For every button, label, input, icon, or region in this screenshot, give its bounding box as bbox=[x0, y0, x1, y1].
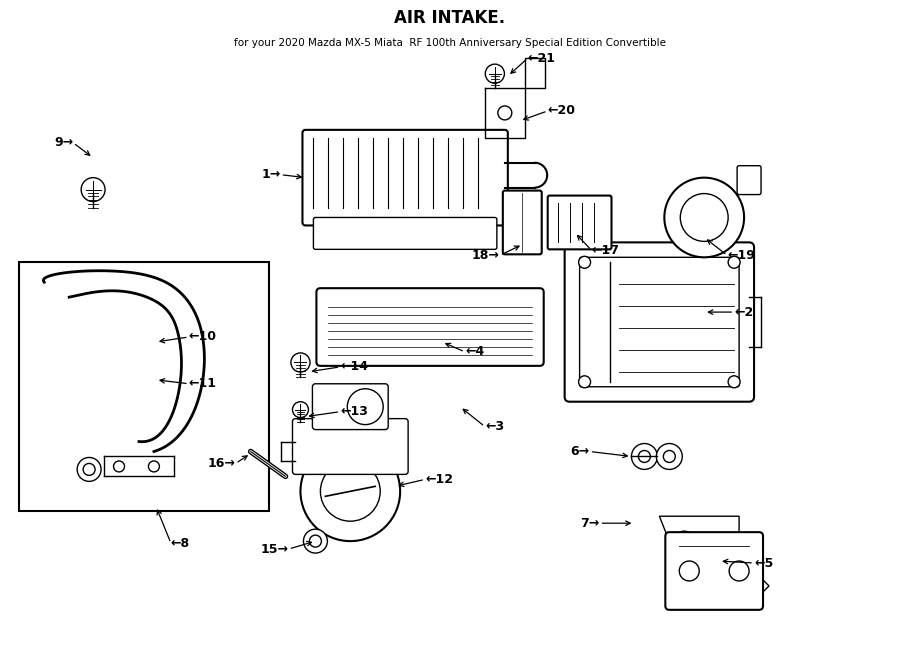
FancyBboxPatch shape bbox=[737, 166, 761, 195]
Circle shape bbox=[728, 256, 740, 268]
Circle shape bbox=[81, 177, 105, 201]
Text: 9→: 9→ bbox=[54, 136, 73, 150]
Text: ←5: ←5 bbox=[754, 557, 773, 569]
FancyBboxPatch shape bbox=[580, 258, 739, 387]
Circle shape bbox=[663, 451, 675, 463]
Circle shape bbox=[729, 561, 749, 581]
FancyBboxPatch shape bbox=[312, 384, 388, 430]
Bar bbox=[19, 262, 268, 511]
Circle shape bbox=[638, 451, 651, 463]
Text: 16→: 16→ bbox=[208, 457, 236, 470]
FancyBboxPatch shape bbox=[313, 218, 497, 250]
Text: 1→: 1→ bbox=[261, 168, 281, 181]
Text: for your 2020 Mazda MX-5 Miata  RF 100th Anniversary Special Edition Convertible: for your 2020 Mazda MX-5 Miata RF 100th … bbox=[234, 38, 666, 48]
Circle shape bbox=[347, 389, 383, 424]
Circle shape bbox=[485, 64, 504, 83]
Circle shape bbox=[674, 531, 694, 551]
FancyBboxPatch shape bbox=[564, 242, 754, 402]
Circle shape bbox=[656, 444, 682, 469]
Text: ←10: ←10 bbox=[189, 330, 217, 344]
FancyBboxPatch shape bbox=[548, 195, 611, 250]
Circle shape bbox=[680, 193, 728, 242]
Circle shape bbox=[148, 461, 159, 472]
Circle shape bbox=[113, 461, 124, 472]
FancyBboxPatch shape bbox=[292, 418, 408, 475]
FancyBboxPatch shape bbox=[665, 532, 763, 610]
Circle shape bbox=[83, 463, 95, 475]
Circle shape bbox=[728, 376, 740, 388]
Text: ←19: ←19 bbox=[727, 249, 755, 261]
Text: ←14: ←14 bbox=[340, 360, 368, 373]
Circle shape bbox=[292, 402, 309, 418]
Text: ←20: ←20 bbox=[548, 105, 576, 117]
Text: ←17: ←17 bbox=[591, 244, 619, 257]
Circle shape bbox=[579, 376, 590, 388]
FancyBboxPatch shape bbox=[503, 191, 542, 254]
FancyBboxPatch shape bbox=[302, 130, 508, 226]
Circle shape bbox=[632, 444, 657, 469]
Text: 15→: 15→ bbox=[260, 543, 289, 555]
Text: ←13: ←13 bbox=[340, 405, 368, 418]
Circle shape bbox=[664, 177, 744, 258]
Text: AIR INTAKE.: AIR INTAKE. bbox=[394, 9, 506, 27]
Text: ←2: ←2 bbox=[734, 306, 753, 318]
Circle shape bbox=[303, 529, 328, 553]
Text: 6→: 6→ bbox=[571, 445, 590, 458]
Polygon shape bbox=[660, 516, 769, 596]
Circle shape bbox=[498, 106, 512, 120]
Text: ←3: ←3 bbox=[485, 420, 504, 433]
Text: ←21: ←21 bbox=[527, 52, 556, 65]
Circle shape bbox=[320, 461, 380, 521]
Text: 18→: 18→ bbox=[472, 249, 500, 261]
Circle shape bbox=[301, 442, 400, 541]
Text: ←8: ←8 bbox=[171, 537, 190, 549]
Circle shape bbox=[77, 457, 101, 481]
Circle shape bbox=[310, 535, 321, 547]
Text: ←11: ←11 bbox=[189, 377, 217, 391]
FancyBboxPatch shape bbox=[317, 288, 544, 366]
Circle shape bbox=[291, 353, 310, 372]
Text: ←4: ←4 bbox=[465, 346, 484, 358]
Text: ←12: ←12 bbox=[425, 473, 453, 486]
Circle shape bbox=[680, 561, 699, 581]
Text: 7→: 7→ bbox=[580, 516, 599, 530]
Circle shape bbox=[579, 256, 590, 268]
